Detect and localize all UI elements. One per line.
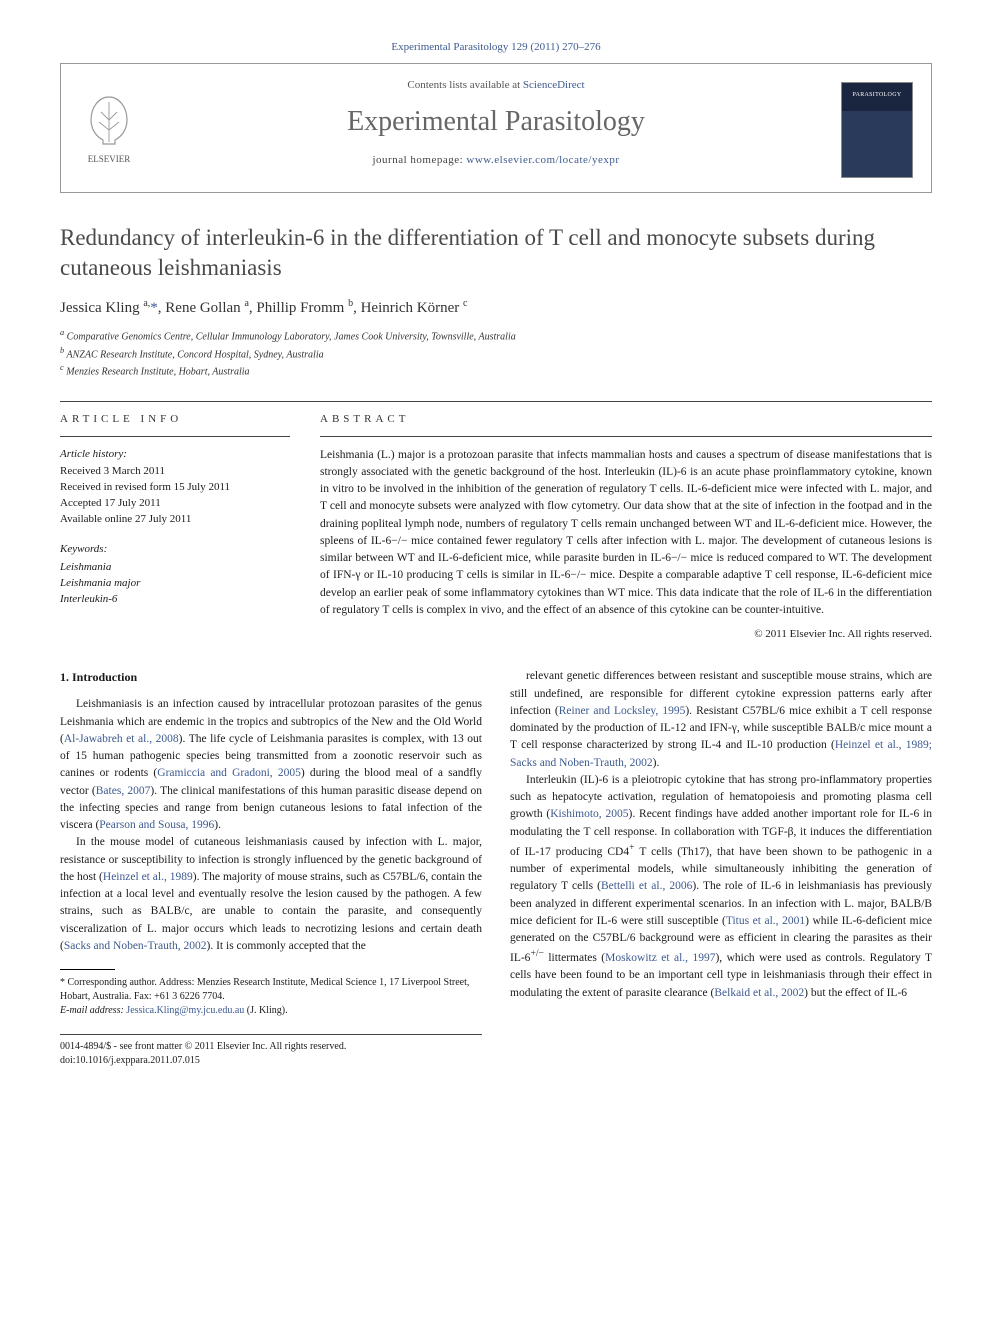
keyword-line: Leishmania major (60, 576, 290, 592)
page-container: Experimental Parasitology 129 (2011) 270… (0, 0, 992, 1108)
affiliation-line: a Comparative Genomics Centre, Cellular … (60, 327, 932, 344)
article-info-heading: ARTICLE INFO (60, 402, 290, 436)
body-left-column: 1. Introduction Leishmaniasis is an infe… (60, 668, 482, 1068)
affiliations-block: a Comparative Genomics Centre, Cellular … (60, 327, 932, 379)
author-email-link[interactable]: Jessica.Kling@my.jcu.edu.au (126, 1005, 244, 1016)
abstract-text: Leishmania (L.) major is a protozoan par… (320, 447, 932, 620)
history-line: Available online 27 July 2011 (60, 512, 290, 528)
contents-available-line: Contents lists available at ScienceDirec… (81, 78, 911, 93)
journal-title: Experimental Parasitology (81, 102, 911, 141)
keyword-line: Interleukin-6 (60, 592, 290, 608)
email-label: E-mail address: (60, 1005, 126, 1016)
affiliation-line: b ANZAC Research Institute, Concord Hosp… (60, 345, 932, 362)
body-paragraph: In the mouse model of cutaneous leishman… (60, 834, 482, 955)
journal-reference: Experimental Parasitology 129 (2011) 270… (60, 40, 932, 55)
homepage-label: journal homepage: (373, 154, 467, 166)
sciencedirect-link[interactable]: ScienceDirect (523, 79, 585, 91)
keywords-block: Keywords: LeishmaniaLeishmania majorInte… (60, 542, 290, 608)
email-footnote: E-mail address: Jessica.Kling@my.jcu.edu… (60, 1004, 482, 1018)
body-paragraph: Leishmaniasis is an infection caused by … (60, 696, 482, 834)
abstract-heading: ABSTRACT (320, 402, 932, 436)
authors-line: Jessica Kling a,*, Rene Gollan a, Philli… (60, 297, 932, 319)
front-matter-line: 0014-4894/$ - see front matter © 2011 El… (60, 1040, 482, 1054)
history-line: Received 3 March 2011 (60, 464, 290, 480)
elsevier-label: ELSEVIER (79, 153, 139, 166)
doi-line: doi:10.1016/j.exppara.2011.07.015 (60, 1054, 482, 1068)
info-abstract-row: ARTICLE INFO Article history: Received 3… (60, 401, 932, 642)
history-line: Accepted 17 July 2011 (60, 496, 290, 512)
keyword-line: Leishmania (60, 560, 290, 576)
body-paragraph: Interleukin (IL)-6 is a pleiotropic cyto… (510, 772, 932, 1002)
article-title: Redundancy of interleukin-6 in the diffe… (60, 223, 932, 283)
history-line: Received in revised form 15 July 2011 (60, 480, 290, 496)
footer-block: 0014-4894/$ - see front matter © 2011 El… (60, 1034, 482, 1068)
article-info-column: ARTICLE INFO Article history: Received 3… (60, 402, 290, 642)
body-paragraph: relevant genetic differences between res… (510, 668, 932, 772)
abstract-copyright: © 2011 Elsevier Inc. All rights reserved… (320, 627, 932, 642)
contents-text: Contents lists available at (407, 79, 522, 91)
section-1-heading: 1. Introduction (60, 668, 482, 686)
body-right-column: relevant genetic differences between res… (510, 668, 932, 1068)
affiliation-line: c Menzies Research Institute, Hobart, Au… (60, 362, 932, 379)
elsevier-logo[interactable]: ELSEVIER (79, 92, 139, 162)
article-history-block: Article history: Received 3 March 2011Re… (60, 447, 290, 529)
elsevier-tree-icon (79, 92, 139, 147)
email-suffix: (J. Kling). (244, 1005, 287, 1016)
abstract-column: ABSTRACT Leishmania (L.) major is a prot… (320, 402, 932, 642)
journal-header-box: ELSEVIER Contents lists available at Sci… (60, 63, 932, 193)
keywords-title: Keywords: (60, 542, 290, 558)
homepage-link[interactable]: www.elsevier.com/locate/yexpr (466, 154, 619, 166)
history-title: Article history: (60, 447, 290, 463)
journal-cover-thumbnail[interactable] (841, 82, 913, 178)
footnote-separator (60, 969, 115, 970)
corresponding-author-footnote: * Corresponding author. Address: Menzies… (60, 976, 482, 1004)
body-two-column: 1. Introduction Leishmaniasis is an infe… (60, 668, 932, 1068)
journal-homepage-line: journal homepage: www.elsevier.com/locat… (81, 153, 911, 168)
